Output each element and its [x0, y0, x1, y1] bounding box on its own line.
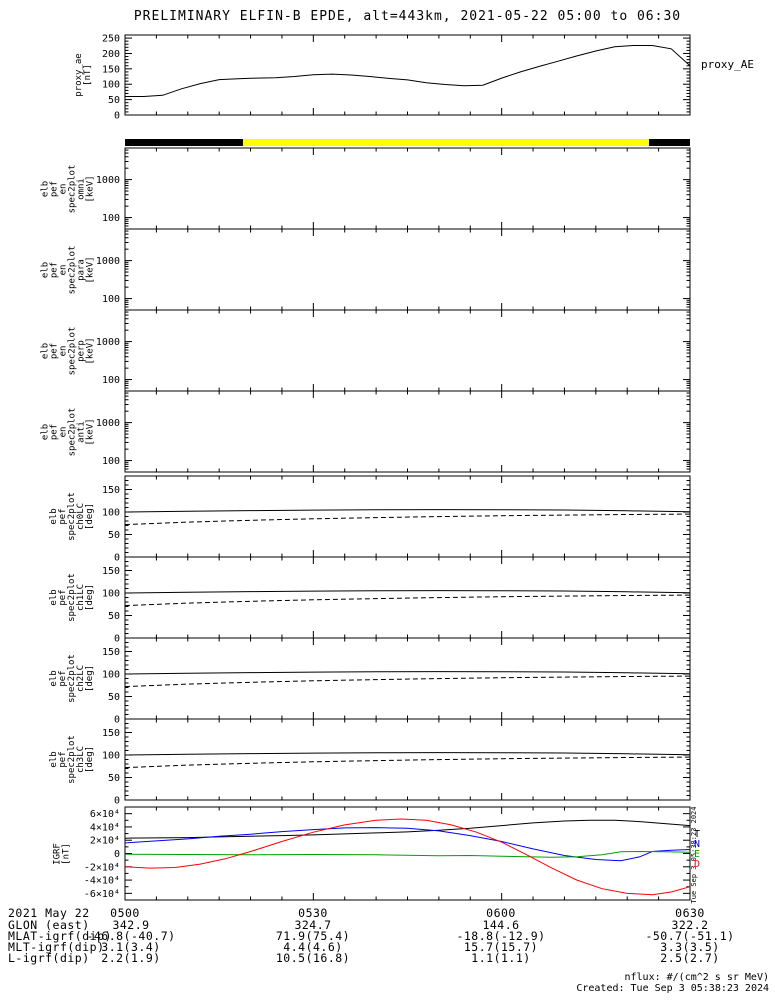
ytick-label-omni: 100	[102, 213, 120, 224]
panel-anti: 100 1000	[96, 390, 691, 473]
xtick-label-0: 0500	[110, 906, 140, 920]
footer-row-label: MLT-igrf(dip)	[8, 940, 105, 954]
ytick-label-para: 1000	[96, 256, 120, 267]
ytick-label-perp: 1000	[96, 337, 120, 348]
ytick-label-proxy: 100	[102, 80, 120, 91]
ytick-label-omni: 1000	[96, 175, 120, 186]
footer-value: 1.1(1.1)	[471, 951, 531, 965]
footer-value: 3.1(3.4)	[101, 940, 161, 954]
series-ch0-anti-loss-cone	[124, 513, 691, 526]
ytick-label-igrf: -4×10⁴	[84, 876, 120, 887]
ytick-label-ch3: 0	[114, 796, 120, 807]
series-igrf-N	[124, 827, 691, 862]
ytick-label-ch1: 150	[102, 566, 120, 577]
panel-ch1: 0 50 100 150	[102, 556, 691, 645]
igrf-series-label-D: D	[694, 859, 701, 870]
igrf-series-label-N: N	[694, 839, 701, 850]
ytick-label-proxy: 250	[102, 34, 120, 45]
ytick-label-igrf: 0	[114, 849, 120, 860]
sun-flag-segment-2	[648, 139, 690, 146]
ytick-label-ch3: 50	[108, 773, 120, 784]
panel-igrf: -6×10⁴ -4×10⁴ -2×10⁴ 0 2×10⁴ 4×10⁴ 6×10⁴	[84, 806, 691, 901]
series-ch0-loss-cone	[124, 509, 691, 513]
ytick-label-proxy: 50	[108, 95, 120, 106]
ytick-label-ch3: 150	[102, 728, 120, 739]
ytick-label-igrf: -6×10⁴	[84, 889, 120, 900]
series-ch3-loss-cone	[124, 752, 691, 756]
ytick-label-anti: 100	[102, 456, 120, 467]
ytick-label-proxy: 0	[114, 111, 120, 122]
ytick-label-ch2: 0	[114, 715, 120, 726]
series-ch1-loss-cone	[124, 590, 691, 594]
ytick-label-ch3: 100	[102, 751, 120, 762]
series-igrf-D	[124, 818, 691, 896]
igrf-series-label-T: T	[694, 829, 701, 840]
xtick-label-1: 0530	[298, 906, 328, 920]
ytick-label-anti: 1000	[96, 418, 120, 429]
series-igrf-T	[124, 819, 691, 839]
panel-para: 100 1000	[96, 228, 691, 311]
footer-value: 324.7	[294, 918, 332, 932]
footer-value: 3.3(3.5)	[660, 940, 720, 954]
xtick-label-3: 0630	[675, 906, 705, 920]
ytick-label-ch1: 0	[114, 634, 120, 645]
ytick-label-ch2: 50	[108, 692, 120, 703]
sun-flag-segment-0	[125, 139, 244, 146]
footer-date-label: 2021 May 22	[8, 906, 90, 920]
ytick-label-ch2: 150	[102, 647, 120, 658]
ylabel-igrf: IGRF [nT]	[52, 842, 71, 865]
panel-omni: 100 1000	[96, 147, 691, 230]
ytick-label-perp: 100	[102, 375, 120, 386]
footer-value: 342.9	[112, 918, 150, 932]
footer-value: 4.4(4.6)	[283, 940, 343, 954]
ytick-label-proxy: 200	[102, 49, 120, 60]
ytick-label-igrf: 6×10⁴	[90, 809, 120, 820]
footer-value: 10.5(16.8)	[275, 951, 351, 965]
xtick-label-2: 0600	[486, 906, 516, 920]
ytick-label-ch1: 100	[102, 589, 120, 600]
panel-perp: 100 1000	[96, 309, 691, 392]
series-ch1-anti-loss-cone	[124, 594, 691, 607]
plot-title: PRELIMINARY ELFIN-B EPDE, alt=443km, 202…	[133, 9, 682, 24]
footer-value: -50.7(-51.1)	[645, 929, 735, 943]
sun-flag-segment-1	[243, 139, 649, 146]
units-note: nflux: #/(cm^2 s sr MeV)	[624, 972, 770, 983]
footer-row-label: GLON (east)	[8, 918, 90, 932]
footer-row-label: L-igrf(dip)	[8, 951, 90, 965]
ytick-label-ch0: 100	[102, 508, 120, 519]
footer-value: 71.9(75.4)	[275, 929, 351, 943]
footer-value: -18.8(-12.9)	[456, 929, 546, 943]
footer-value: 2.2(1.9)	[101, 951, 161, 965]
proxy-ae-series-label: proxy_AE	[701, 58, 754, 71]
series-ch2-loss-cone	[124, 671, 691, 675]
footer-value: 2.5(2.7)	[660, 951, 720, 965]
ytick-label-proxy: 150	[102, 64, 120, 75]
ytick-label-ch0: 0	[114, 553, 120, 564]
ytick-label-igrf: 4×10⁴	[90, 822, 120, 833]
ytick-label-ch2: 100	[102, 670, 120, 681]
ytick-label-igrf: 2×10⁴	[90, 836, 120, 847]
series-igrf-E	[124, 850, 691, 858]
ytick-label-ch0: 50	[108, 530, 120, 541]
created-timestamp: Created: Tue Sep 3 05:38:23 2024	[576, 983, 769, 994]
panel-ch2: 0 50 100 150	[102, 637, 691, 726]
ytick-label-igrf: -2×10⁴	[84, 862, 120, 873]
footer-row-label: MLAT-igrf(dip)	[8, 929, 112, 943]
footer-value: 144.6	[482, 918, 520, 932]
ytick-label-ch0: 150	[102, 485, 120, 496]
ytick-label-para: 100	[102, 294, 120, 305]
panel-ch3: 0 50 100 150	[102, 718, 691, 807]
panel-ch0: 0 50 100 150	[102, 475, 691, 564]
footer-value: 322.2	[671, 918, 709, 932]
series-ch3-anti-loss-cone	[124, 756, 691, 769]
series-proxy-proxy_AE	[125, 45, 691, 97]
igrf-series-label-E: E	[694, 849, 701, 860]
series-ch2-anti-loss-cone	[124, 675, 691, 688]
ytick-label-ch1: 50	[108, 611, 120, 622]
footer-value: 15.7(15.7)	[463, 940, 539, 954]
panel-proxy: 0 50 100 150 200 250	[102, 34, 691, 122]
footer-value: -46.8(-40.7)	[86, 929, 176, 943]
